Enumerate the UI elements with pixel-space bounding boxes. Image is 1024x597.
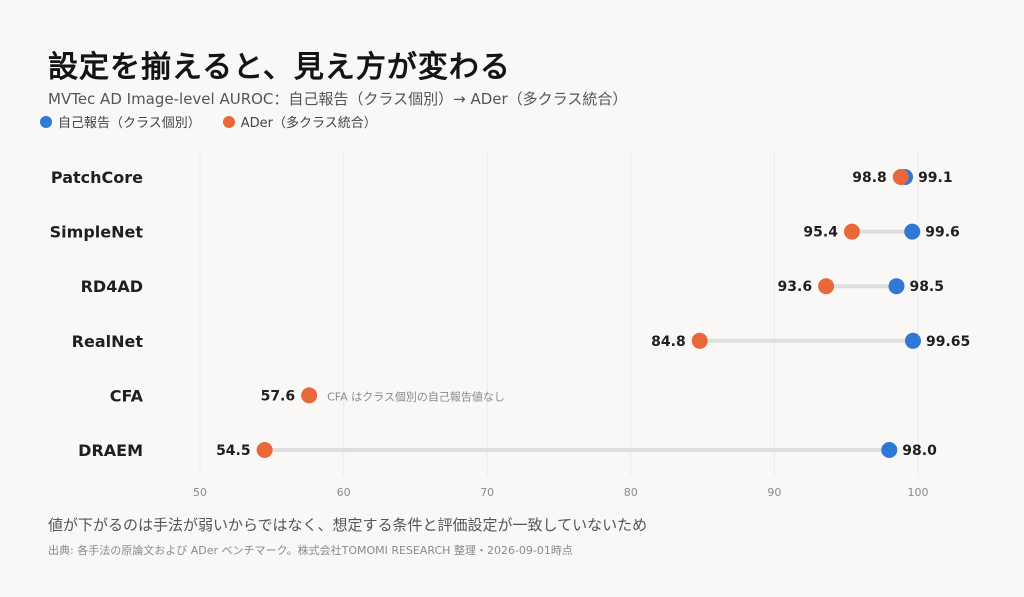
source-note: 出典: 各手法の原論文および ADer ベンチマーク。株式会社TOMOMI RE… — [48, 544, 573, 557]
self-report-point — [904, 223, 921, 240]
chart-subtitle: MVTec AD Image-level AUROC：自己報告（クラス個別）→ … — [48, 90, 628, 108]
ader-point — [843, 223, 860, 240]
legend-item-ader: ADer（多クラス統合） — [222, 112, 377, 131]
method-label: RD4AD — [81, 277, 143, 296]
legend-label-ader: ADer（多クラス統合） — [240, 116, 377, 131]
x-tick-label: 70 — [480, 486, 494, 499]
method-label: RealNet — [72, 332, 144, 351]
self-value-label: 99.1 — [918, 170, 953, 186]
ader-point — [818, 278, 835, 295]
legend-swatch-ader — [222, 115, 235, 128]
self-report-point — [904, 332, 921, 349]
self-value-label: 99.65 — [926, 334, 970, 350]
method-label: DRAEM — [78, 441, 143, 460]
chart-footnote: 値が下がるのは手法が弱いからではなく、想定する条件と評価設定が一致していないため — [48, 516, 648, 534]
ader-value-label: 57.6 — [261, 388, 296, 404]
row-note: CFA はクラス個別の自己報告値なし — [327, 390, 505, 403]
ader-point — [892, 169, 909, 185]
self-report-point — [881, 442, 898, 458]
self-report-point — [888, 278, 905, 295]
self-value-label: 98.5 — [909, 279, 944, 295]
ader-value-label: 93.6 — [778, 279, 813, 295]
x-tick-label: 90 — [767, 486, 781, 499]
x-tick-label: 60 — [337, 486, 351, 499]
legend: 自己報告（クラス個別） ADer（多クラス統合） — [40, 112, 377, 131]
ader-value-label: 98.8 — [852, 170, 887, 186]
ader-value-label: 95.4 — [803, 225, 838, 241]
ader-value-label: 84.8 — [651, 334, 686, 350]
legend-label-self: 自己報告（クラス個別） — [58, 116, 201, 131]
x-tick-label: 50 — [193, 486, 207, 499]
method-label: CFA — [110, 386, 144, 405]
method-label: SimpleNet — [50, 223, 144, 242]
ader-point — [301, 387, 318, 404]
chart-title: 設定を揃えると、見え方が変わる — [48, 50, 511, 85]
x-tick-label: 100 — [908, 486, 929, 499]
ader-point — [256, 442, 273, 458]
self-value-label: 99.6 — [925, 225, 960, 241]
x-tick-label: 80 — [624, 486, 638, 499]
self-value-label: 98.0 — [902, 443, 937, 459]
ader-value-label: 54.5 — [216, 443, 251, 459]
method-label: PatchCore — [51, 168, 143, 187]
ader-point — [691, 332, 708, 349]
legend-item-self: 自己報告（クラス個別） — [40, 112, 201, 131]
legend-swatch-self — [40, 115, 52, 128]
